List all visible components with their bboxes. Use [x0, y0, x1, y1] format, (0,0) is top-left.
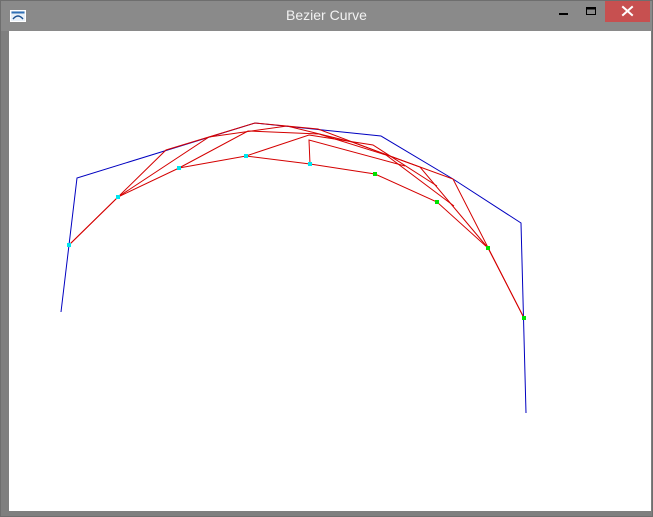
construction-lines — [68, 122, 525, 319]
control-polygon — [60, 122, 527, 414]
curve-point — [486, 246, 490, 250]
maximize-button[interactable] — [577, 1, 604, 22]
minimize-button[interactable] — [550, 1, 577, 22]
curve-point — [244, 154, 248, 158]
minimize-icon — [559, 13, 568, 15]
application-icon[interactable] — [10, 9, 26, 22]
close-icon — [621, 5, 634, 17]
drawing-canvas[interactable] — [9, 31, 651, 511]
close-button[interactable] — [605, 1, 650, 22]
title-bar[interactable]: Bezier Curve — [1, 1, 652, 31]
curve-point — [116, 195, 120, 199]
right-curve-points — [373, 172, 526, 320]
bezier-drawing — [60, 122, 527, 414]
curve-point — [522, 316, 526, 320]
curve-point — [67, 243, 71, 247]
window-bottom-border[interactable] — [1, 511, 652, 516]
maximize-icon — [586, 7, 596, 15]
curve-point — [308, 162, 312, 166]
curve-point — [177, 166, 181, 170]
curve-point — [435, 200, 439, 204]
left-curve-points — [67, 154, 312, 247]
curve-point — [373, 172, 377, 176]
